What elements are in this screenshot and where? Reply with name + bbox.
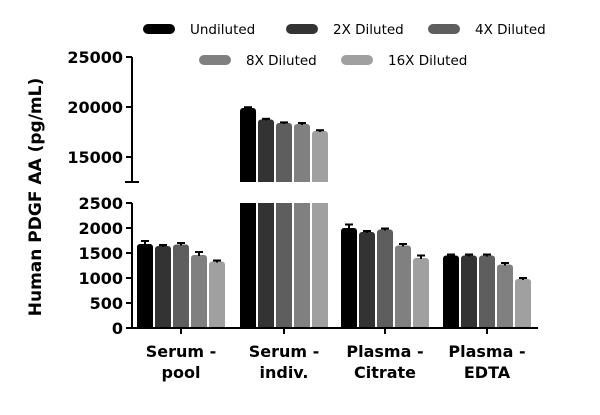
y-axis-title: Human PDGF AA (pg/mL) xyxy=(26,78,46,316)
bar-body xyxy=(395,248,411,328)
bar-upper-body xyxy=(276,126,292,182)
y-tick-label: 500 xyxy=(90,294,123,313)
y-tick-label: 1000 xyxy=(78,269,123,288)
y-tick-label: 25000 xyxy=(67,48,123,67)
y-axis-upper: 15000 20000 25000 xyxy=(67,48,139,183)
y-axis-label: Human PDGF AA (pg/mL) xyxy=(26,78,46,316)
x-category-label: Plasma - xyxy=(448,342,525,361)
legend-swatch xyxy=(341,55,373,65)
bar-body xyxy=(341,231,357,328)
y-tick-label: 2500 xyxy=(78,194,123,213)
y-tick-label: 20000 xyxy=(67,98,123,117)
bar-lower-part xyxy=(240,203,256,328)
bar-lower-part xyxy=(258,203,274,328)
x-category-label: indiv. xyxy=(259,363,308,382)
x-category-label: pool xyxy=(162,363,201,382)
x-category-label: Plasma - xyxy=(346,342,423,361)
x-category-label: Citrate xyxy=(354,363,416,382)
bar-body xyxy=(413,261,429,328)
y-tick-label: 0 xyxy=(112,319,123,338)
legend-label: Undiluted xyxy=(190,22,255,38)
y-tick-label: 2000 xyxy=(78,219,123,238)
legend: Undiluted 2X Diluted 4X Diluted 8X Diluted 1… xyxy=(143,22,546,69)
legend-label: 4X Diluted xyxy=(475,22,546,38)
bar-body xyxy=(155,249,171,328)
legend-swatch xyxy=(428,24,460,34)
x-category-label: EDTA xyxy=(464,363,511,382)
bar-body xyxy=(497,267,513,328)
legend-label: 16X Diluted xyxy=(388,53,467,69)
y-tick-label: 1500 xyxy=(78,244,123,263)
bar-body xyxy=(377,232,393,328)
bar-body xyxy=(461,258,477,328)
x-category-label: Serum - xyxy=(146,342,217,361)
bar-upper-body xyxy=(258,122,274,182)
x-axis: Serum - pool Serum - indiv. Plasma - Citrate P… xyxy=(131,327,538,382)
bar-upper-body xyxy=(294,127,310,182)
bar-body xyxy=(137,247,153,328)
bar-upper-body xyxy=(240,111,256,182)
bar-body xyxy=(173,247,189,328)
bar-body xyxy=(359,235,375,328)
bar-lower-part xyxy=(294,203,310,328)
y-tick-label: 15000 xyxy=(67,148,123,167)
bar-upper-body xyxy=(312,134,328,182)
x-category-label: Serum - xyxy=(249,342,320,361)
y-axis-lower: 0 500 1000 1500 2000 2500 xyxy=(78,194,133,338)
legend-swatch xyxy=(286,24,318,34)
bar-body xyxy=(209,264,225,328)
bar-lower-part xyxy=(276,203,292,328)
legend-swatch xyxy=(199,55,231,65)
bar-body xyxy=(443,258,459,328)
bar-body xyxy=(515,282,531,328)
legend-swatch xyxy=(143,24,175,34)
legend-label: 8X Diluted xyxy=(246,53,317,69)
bars xyxy=(137,106,531,328)
legend-label: 2X Diluted xyxy=(333,22,404,38)
bar-lower-part xyxy=(312,203,328,328)
bar-body xyxy=(191,258,207,328)
bar-body xyxy=(479,258,495,328)
